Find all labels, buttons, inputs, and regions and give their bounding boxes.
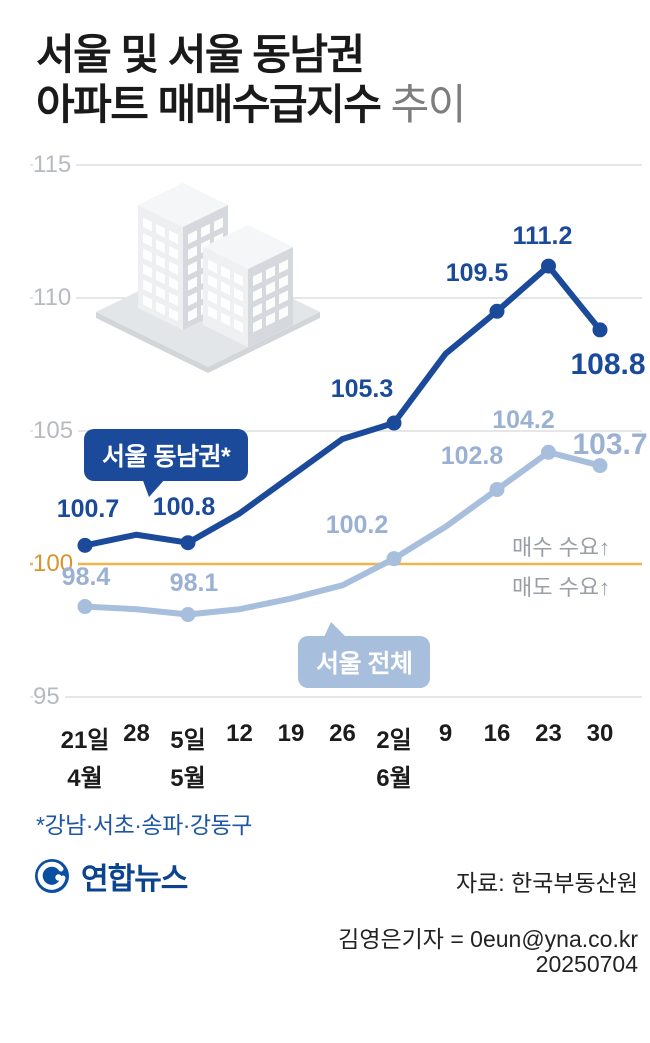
y-axis-label: 95 <box>33 681 65 713</box>
data-point <box>77 599 93 615</box>
data-point <box>541 444 556 460</box>
sell-demand-annotation: 매도 수요↑ <box>512 575 611 600</box>
title-line1: 서울 및 서울 동남권 <box>36 31 365 78</box>
value-label: 100.2 <box>325 510 389 539</box>
x-axis-label: 26 <box>329 720 356 747</box>
publish-date: 20250704 <box>535 951 638 977</box>
yonhap-logo: 연합뉴스 <box>32 854 188 898</box>
callout-seoul-all-label: 서울 전체 <box>316 650 413 678</box>
data-point <box>489 303 505 319</box>
buildings-illustration <box>96 183 320 373</box>
footnote: *강남·서초·송파·강동구 <box>36 812 252 838</box>
x-axis-label: 30 <box>586 720 614 747</box>
yonhap-logo-icon <box>35 859 69 893</box>
callout-tail-icon <box>142 478 166 497</box>
data-point <box>386 551 402 567</box>
buy-demand-annotation: 매수 수요↑ <box>512 535 611 560</box>
value-label: 100.8 <box>152 492 216 521</box>
callout-tail-icon <box>324 622 346 637</box>
x-axis-label: 5일 <box>170 727 206 754</box>
value-label: 100.7 <box>56 495 120 524</box>
value-label: 98.4 <box>61 562 111 591</box>
data-point <box>386 415 402 431</box>
data-point <box>180 607 196 623</box>
value-label: 108.8 <box>570 347 646 381</box>
y-axis-label: 115 <box>33 149 77 181</box>
value-label: 103.7 <box>572 427 648 461</box>
x-axis-label: 16 <box>483 720 511 747</box>
x-axis-label: 23 <box>535 720 562 747</box>
callout-seoul-southeast: 서울 동남권* <box>84 429 249 497</box>
value-label: 98.1 <box>169 568 219 597</box>
month-label: 5월 <box>170 765 206 792</box>
x-axis-label: 2일 <box>376 727 412 754</box>
x-axis-label: 21일 <box>60 727 110 754</box>
title-suffix: 추이 <box>390 80 467 128</box>
value-label: 105.3 <box>330 375 394 404</box>
callout-seoul-southeast-label: 서울 동남권* <box>102 443 231 471</box>
value-label: 109.5 <box>445 259 509 288</box>
y-axis-label: 105 <box>33 415 79 447</box>
callout-seoul-all: 서울 전체 <box>298 622 431 688</box>
data-point <box>592 322 608 338</box>
data-point <box>592 458 608 474</box>
y-axis-label: 100 <box>33 548 79 580</box>
series-line-all <box>82 449 603 618</box>
x-axis-label: 28 <box>123 720 150 747</box>
x-axis-label: 9 <box>438 720 453 747</box>
x-axis-label: 19 <box>277 720 305 747</box>
series-line-se <box>82 263 603 549</box>
data-point <box>180 535 196 551</box>
page-title: 서울 및 서울 동남권 아파트 매매수급지수 추이 <box>36 30 467 129</box>
data-point <box>489 482 505 498</box>
data-source: 자료: 한국부동산원 <box>455 870 638 896</box>
value-label: 102.8 <box>440 441 504 470</box>
y-axis-label: 110 <box>33 282 77 314</box>
yonhap-logo-text: 연합뉴스 <box>81 863 188 896</box>
reporter-credit: 김영은기자 = 0eun@yna.co.kr <box>338 926 638 952</box>
data-point <box>77 537 93 553</box>
month-label: 6월 <box>376 765 412 792</box>
value-label: 104.2 <box>492 406 555 435</box>
value-label: 111.2 <box>512 222 573 251</box>
data-point <box>541 258 556 274</box>
title-line2: 아파트 매매수급지수 추이 <box>36 80 467 128</box>
x-axis-label: 12 <box>226 720 253 747</box>
month-label: 4월 <box>67 765 103 792</box>
